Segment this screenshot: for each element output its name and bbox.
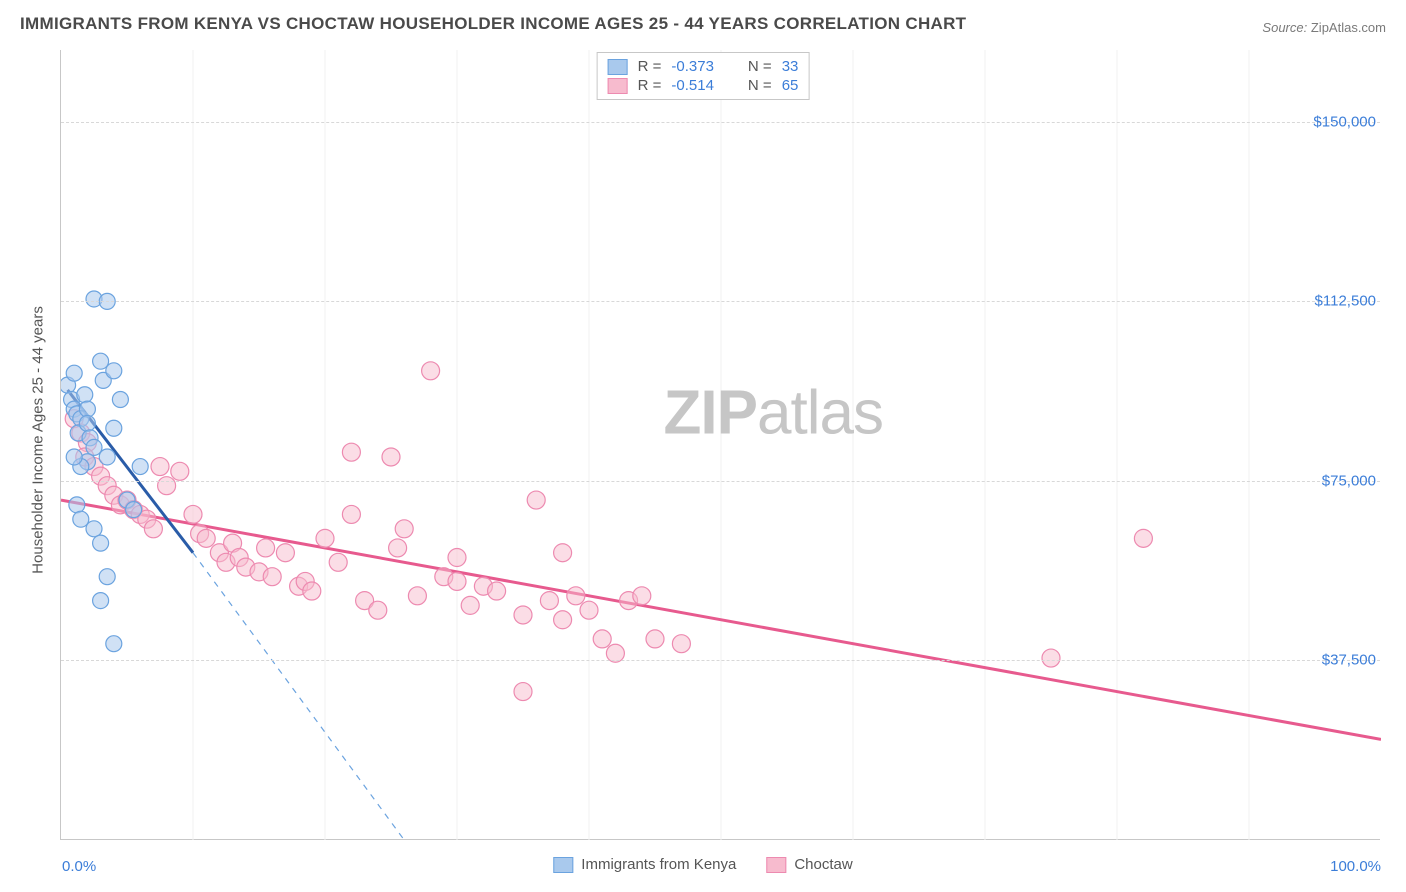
source-label: Source: [1262,20,1307,35]
data-point [171,462,189,480]
legend-swatch [766,857,786,873]
data-point [112,392,128,408]
data-point [316,529,334,547]
gridline-horizontal [61,481,1380,482]
data-point [672,635,690,653]
data-point [488,582,506,600]
legend-swatch [608,78,628,94]
data-point [99,569,115,585]
data-point [77,387,93,403]
data-point [93,535,109,551]
data-point [369,601,387,619]
data-point [633,587,651,605]
legend-r-label: R = [638,77,662,94]
data-point [197,529,215,547]
data-point [408,587,426,605]
data-point [106,420,122,436]
data-point [144,520,162,538]
legend-n-label: N = [748,77,772,94]
data-point [66,449,82,465]
data-point [1042,649,1060,667]
x-axis-min-label: 0.0% [62,858,96,875]
data-point [646,630,664,648]
legend-stat-row: R = -0.514 N = 65 [608,76,799,95]
data-point [276,544,294,562]
data-point [257,539,275,557]
legend-swatch [608,59,628,75]
data-point [69,497,85,513]
legend-series-item: Choctaw [766,856,852,873]
legend-series: Immigrants from Kenya Choctaw [553,856,852,873]
legend-r-value: -0.514 [671,77,714,94]
data-point [580,601,598,619]
y-tick-label: $112,500 [1315,293,1376,310]
legend-r-label: R = [638,58,662,75]
data-point [79,415,95,431]
data-point [342,443,360,461]
legend-series-name: Immigrants from Kenya [581,856,736,873]
legend-n-label: N = [748,58,772,75]
data-point [93,593,109,609]
data-point [567,587,585,605]
data-point [1134,529,1152,547]
data-point [263,568,281,586]
legend-series-name: Choctaw [794,856,852,873]
legend-swatch [553,857,573,873]
data-point [86,521,102,537]
gridline-horizontal [61,660,1380,661]
data-point [158,477,176,495]
data-point [540,592,558,610]
data-point [132,459,148,475]
data-point [395,520,413,538]
legend-n-value: 65 [782,77,799,94]
x-axis-max-label: 100.0% [1330,858,1381,875]
y-tick-label: $75,000 [1322,472,1376,489]
gridline-horizontal [61,122,1380,123]
data-point [422,362,440,380]
data-point [448,572,466,590]
source-value: ZipAtlas.com [1311,20,1386,35]
data-point [448,549,466,567]
legend-r-value: -0.373 [671,58,714,75]
data-point [554,611,572,629]
data-point [126,502,142,518]
data-point [329,553,347,571]
y-tick-label: $37,500 [1322,652,1376,669]
gridline-horizontal [61,301,1380,302]
data-point [184,505,202,523]
y-axis-label: Householder Income Ages 25 - 44 years [30,306,47,574]
data-point [303,582,321,600]
data-point [514,606,532,624]
data-point [106,636,122,652]
legend-series-item: Immigrants from Kenya [553,856,736,873]
data-point [461,596,479,614]
data-point [514,683,532,701]
data-point [99,449,115,465]
data-point [554,544,572,562]
scatter-svg [61,50,1381,840]
data-point [151,458,169,476]
source-attribution: Source: ZipAtlas.com [1262,20,1386,35]
data-point [382,448,400,466]
y-tick-label: $150,000 [1313,113,1376,130]
data-point [593,630,611,648]
plot-area: ZIPatlas [60,50,1380,840]
chart-title: IMMIGRANTS FROM KENYA VS CHOCTAW HOUSEHO… [20,14,966,34]
legend-stats: R = -0.373 N = 33 R = -0.514 N = 65 [597,52,810,100]
data-point [79,401,95,417]
data-point [389,539,407,557]
correlation-chart: IMMIGRANTS FROM KENYA VS CHOCTAW HOUSEHO… [0,0,1406,892]
data-point [527,491,545,509]
legend-stat-row: R = -0.373 N = 33 [608,57,799,76]
legend-n-value: 33 [782,58,799,75]
data-point [66,365,82,381]
data-point [342,505,360,523]
data-point [106,363,122,379]
